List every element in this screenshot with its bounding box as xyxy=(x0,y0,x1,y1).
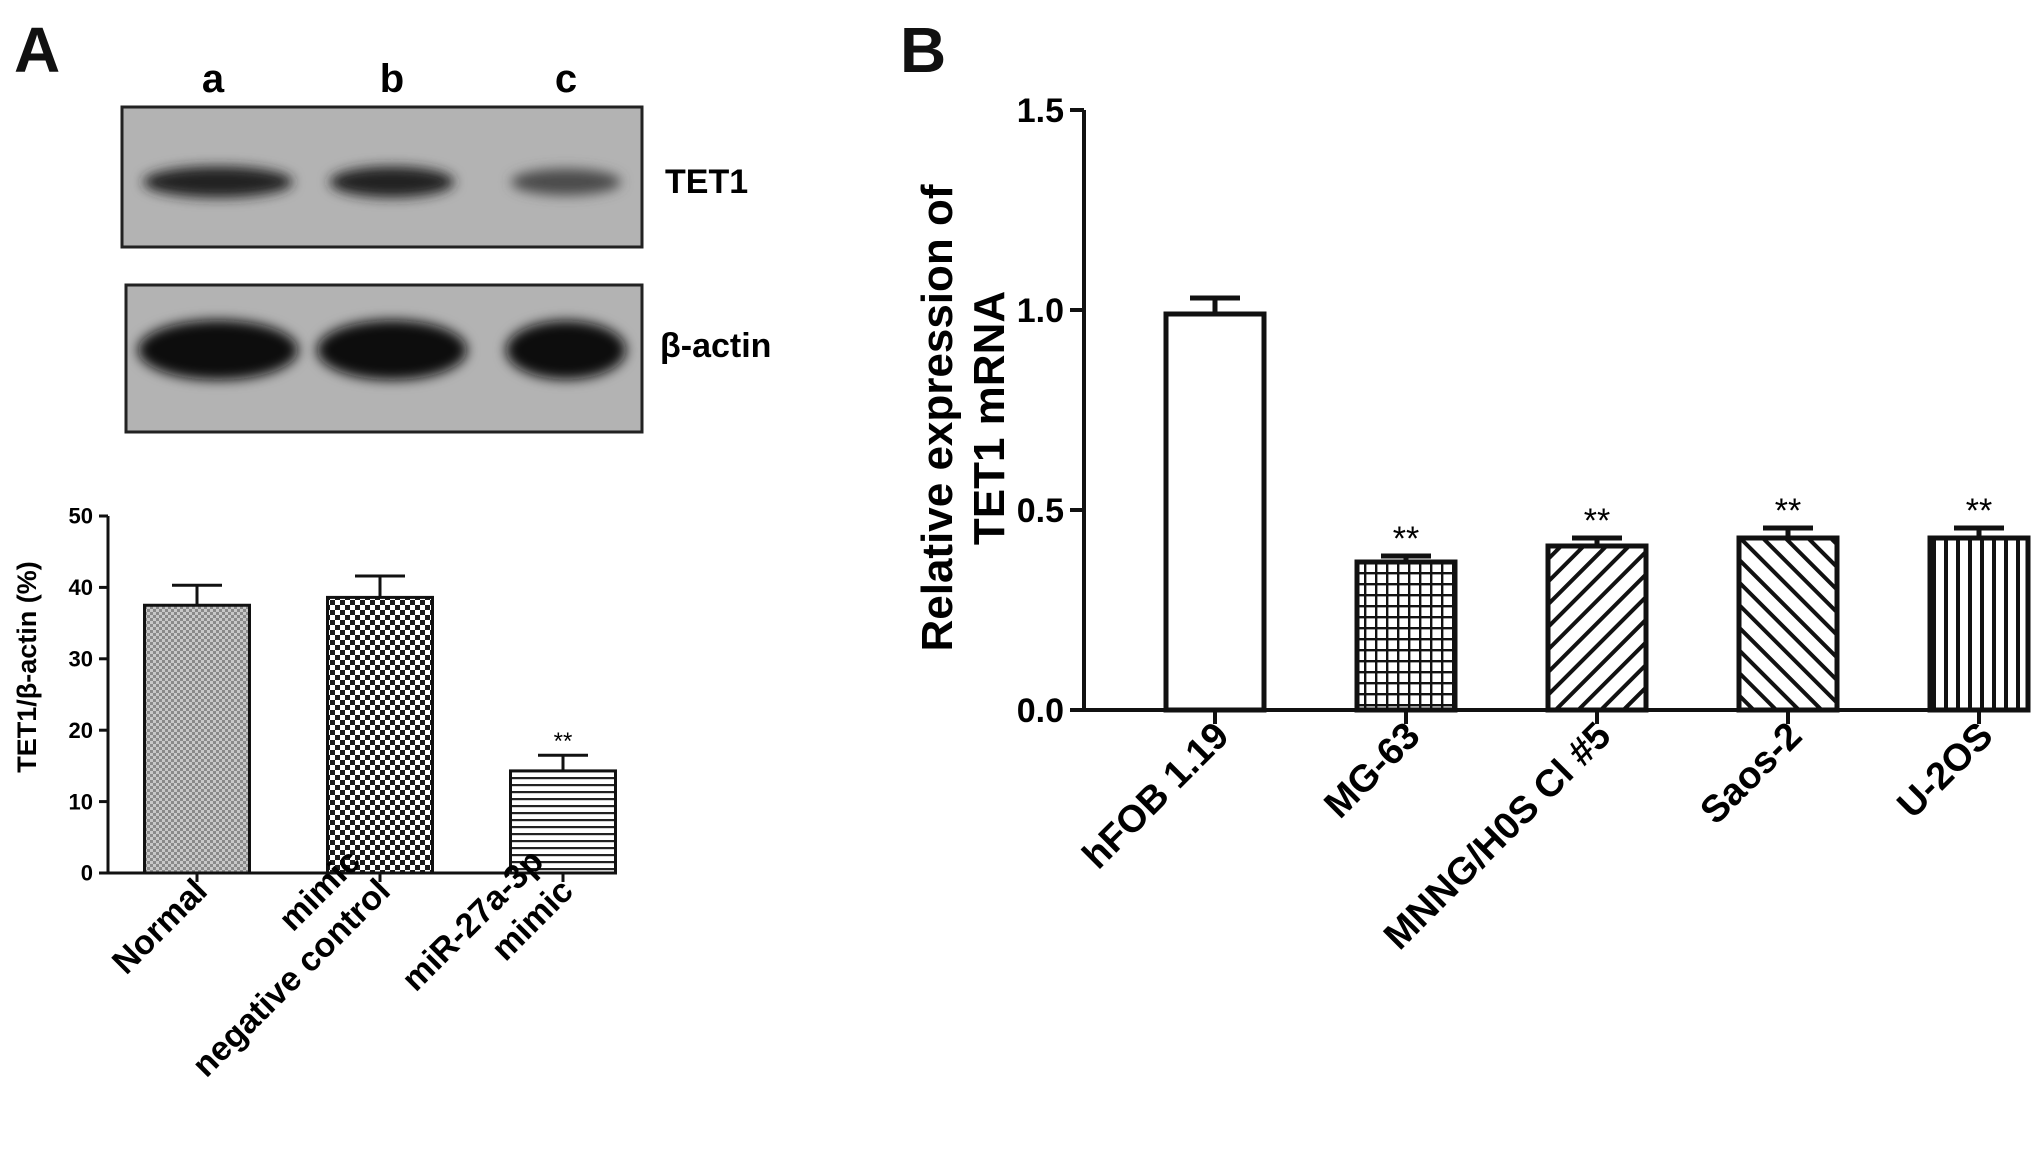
panel-letter-b: B xyxy=(900,14,946,86)
y-axis-label: TET1 mRNA xyxy=(965,291,1014,545)
blot-label-tet1: TET1 xyxy=(665,163,748,201)
blot-band xyxy=(138,320,298,380)
x-tick-label: hFOB 1.19 xyxy=(1075,715,1238,878)
significance-marker: ** xyxy=(1584,502,1610,540)
y-tick-label: 50 xyxy=(69,504,93,529)
y-tick-label: 10 xyxy=(69,789,93,814)
y-tick-label: 1.0 xyxy=(1017,292,1064,330)
significance-marker: ** xyxy=(1393,520,1419,558)
beta-actin-bands xyxy=(138,320,626,380)
x-tick-label: U-2OS xyxy=(1890,715,2002,827)
blot-label-beta-actin: β-actin xyxy=(660,327,771,365)
blot-band xyxy=(317,320,467,380)
western-blot: a b c TET1 β-actin xyxy=(120,57,771,434)
blot-band xyxy=(143,166,293,198)
bar xyxy=(1736,535,1840,713)
chart-b: Relative expression of TET1 mRNA 0.0 0.5 1… xyxy=(913,92,2031,958)
blot-band xyxy=(511,168,621,196)
lane-label: b xyxy=(380,57,404,101)
y-tick-label: 0.5 xyxy=(1017,492,1064,530)
blot-band xyxy=(329,166,455,198)
y-tick-label: 0 xyxy=(81,861,93,886)
x-tick-label: MG-63 xyxy=(1317,715,1429,827)
x-tick-label: Normal xyxy=(105,872,215,982)
tet1-bands xyxy=(143,166,621,198)
bar xyxy=(143,603,251,875)
y-tick-label: 1.5 xyxy=(1017,92,1064,130)
x-tick-label: Saos-2 xyxy=(1693,715,1811,833)
panel-letter-a: A xyxy=(14,14,60,86)
bar xyxy=(1927,535,2031,713)
y-axis-label: TET1/β-actin (%) xyxy=(12,561,42,773)
y-tick-label: 20 xyxy=(69,718,93,743)
bar xyxy=(1545,543,1649,713)
lane-label: a xyxy=(202,57,225,101)
y-tick-label: 0.0 xyxy=(1017,692,1064,730)
bar xyxy=(509,769,617,875)
y-axis-label: Relative expression of xyxy=(913,184,962,651)
y-tick-label: 30 xyxy=(69,647,93,672)
significance-marker: ** xyxy=(1775,492,1801,530)
bar xyxy=(1354,559,1458,713)
significance-marker: ** xyxy=(554,728,573,755)
bar xyxy=(1163,311,1267,713)
significance-marker: ** xyxy=(1966,492,1992,530)
lane-label: c xyxy=(555,57,577,101)
bar xyxy=(326,595,434,875)
blot-band xyxy=(506,320,626,380)
y-tick-label: 40 xyxy=(69,575,93,600)
